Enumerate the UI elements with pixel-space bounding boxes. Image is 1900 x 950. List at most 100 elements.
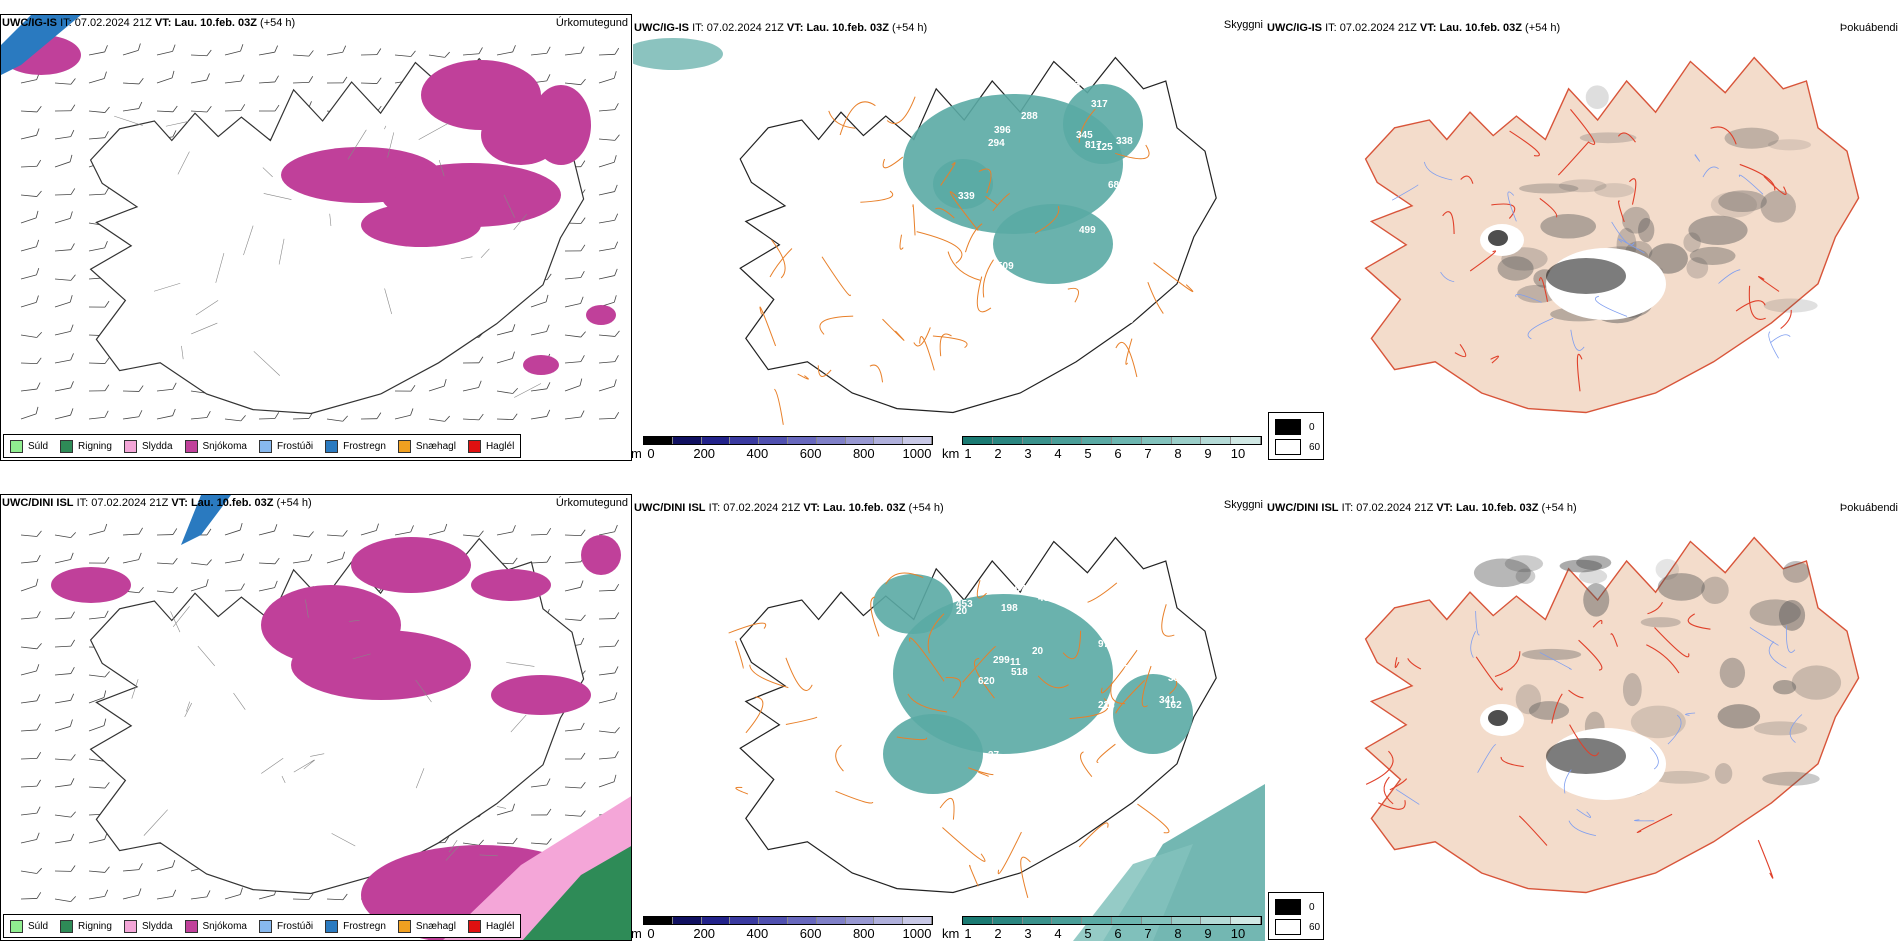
wind-barb [122,527,143,536]
wind-barb [496,387,518,394]
colorbar-tick: 800 [852,926,875,941]
wind-barb [54,408,74,420]
wind-barb [54,353,74,364]
river [1768,331,1779,359]
river [1395,789,1420,805]
colorbar-step [816,437,846,444]
colorbar-tick: 400 [746,446,769,461]
wind-barb [530,555,552,564]
road [445,845,460,861]
colorbar-step [1231,917,1261,924]
road [1539,197,1558,218]
cloud-base-label: 223 [1098,700,1115,711]
road [415,768,425,789]
fog-shade [1714,763,1733,784]
legend-item: Haglél [467,919,515,933]
road [1500,756,1524,768]
road [774,388,784,425]
wind-barb [20,382,41,392]
road [1491,203,1516,219]
fog-shade [1719,657,1746,689]
precip-map-svg-top [1,15,620,422]
road [1115,341,1138,378]
legend-item: Snjókoma [184,439,247,453]
colorbar-step [963,437,993,444]
legend-item: Frostregn [325,439,386,453]
road [1654,627,1690,658]
road [513,214,527,231]
cloud-base-label: 167 [1009,584,1026,595]
visibility-map-top: 396 525 830 949 360 339 817 317 499 231 220 704 509 6… [633,14,1265,461]
wind-barb [190,890,211,900]
wind-barb [54,211,73,224]
wind-barb [156,44,176,56]
fog-shade [1772,679,1797,695]
river [1785,625,1796,653]
road [907,693,948,713]
legend-swatch [467,439,481,453]
road [978,168,992,194]
wind-barb [530,409,551,420]
road [860,190,894,203]
fog-shade [1488,710,1508,726]
colorbar-step [903,917,932,924]
cloud-base-label: 452 [1045,750,1062,761]
road [415,679,432,703]
wind-barb [462,839,484,846]
colorbar-step [1111,917,1142,924]
fog-map-svg-top [1364,56,1860,414]
wind-barb [360,48,382,56]
fog-shade [1717,704,1761,729]
river [1738,174,1764,195]
river [1650,747,1659,770]
colorbar-step [1052,437,1083,444]
wind-barb [156,860,176,872]
cloud-base-label: 231 [1164,144,1181,155]
road [1067,287,1080,303]
wind-barb [258,524,278,536]
wind-barb [496,324,516,336]
fog-legend-swatch [1275,439,1301,455]
road [1020,856,1031,899]
legend-swatch [258,439,272,453]
road [817,365,832,377]
legend-swatch [123,439,137,453]
wind-barb [224,104,246,112]
road [329,213,332,226]
colorbar-step [1082,917,1112,924]
legend-item: Frostregn [325,919,386,933]
road [514,383,542,398]
river [1667,714,1682,745]
river [1563,769,1572,794]
fog-legend-label: 0 [1309,901,1315,913]
river [1770,334,1791,344]
cloud-base-label: 37 [988,750,1000,761]
wind-barb [20,664,40,676]
wind-barb [462,413,484,421]
wind-barb [88,45,108,56]
wind-barb [598,692,618,704]
wind-barb [190,410,211,420]
cloud-base-label: 704 [1149,256,1166,267]
legend-label: Snjókoma [202,920,247,932]
road [263,193,292,200]
road [1137,803,1170,834]
visibility-field [1113,674,1193,754]
legend-label: Haglél [485,920,515,932]
fog-legend-bottom: 0 60 [1268,892,1324,940]
wind-barb [54,896,77,903]
legend-label: Snæhagl [415,440,456,452]
wind-barb [258,45,278,56]
wind-barb [54,833,75,844]
river [1423,161,1453,181]
road [1080,751,1093,778]
colorbar-step [672,437,702,444]
wind-barb [88,782,110,789]
colorbar-unit: m [631,926,642,941]
wind-barb [88,866,110,873]
wind-barb [156,408,176,420]
cloud-base-label: 162 [1165,700,1182,711]
cloud-base-label: 294 [988,138,1005,149]
wind-barb [224,44,244,56]
wind-barb [428,523,448,536]
